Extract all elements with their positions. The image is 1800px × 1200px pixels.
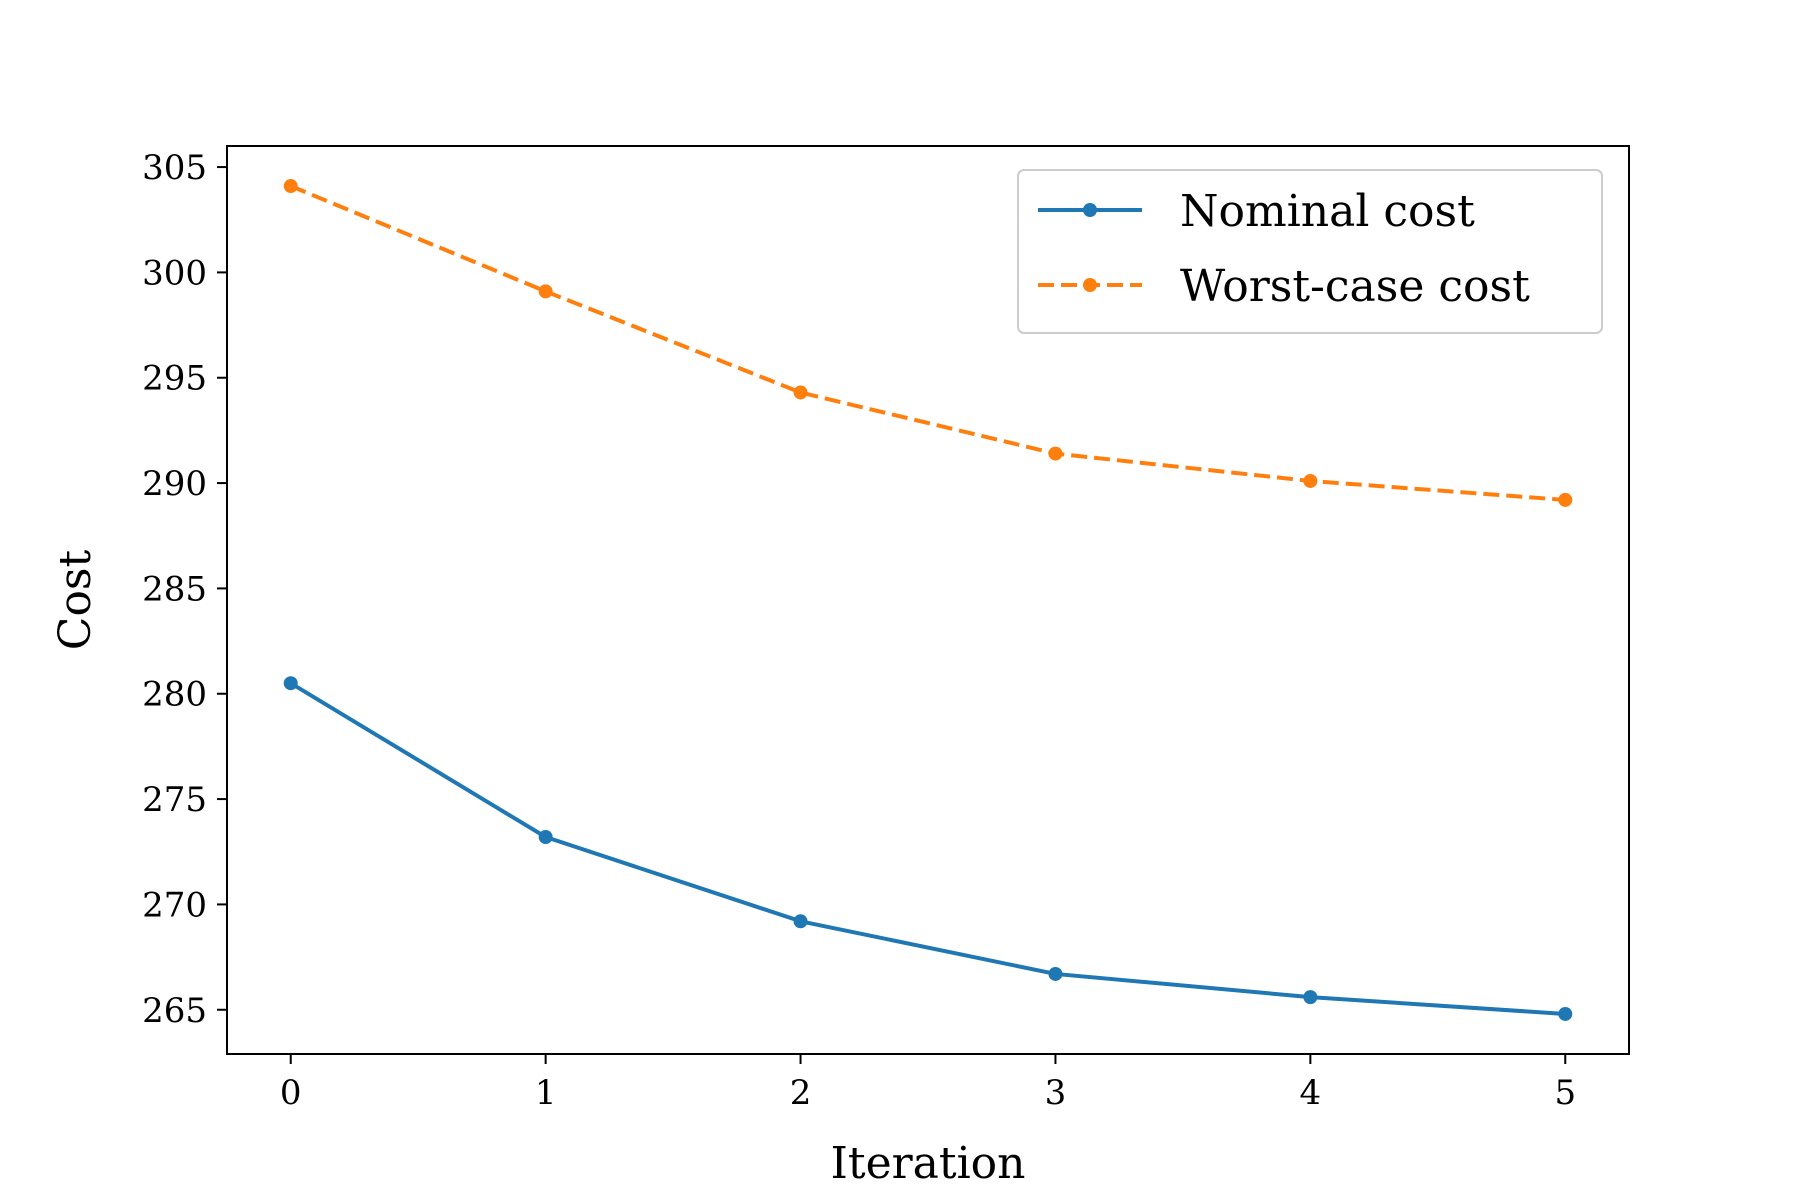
y-tick-label: 280 (142, 675, 207, 715)
data-point-worst-case-cost (1558, 492, 1573, 507)
x-tick-label: 2 (790, 1073, 812, 1113)
data-point-worst-case-cost (538, 284, 553, 299)
x-axis-label: Iteration (831, 1138, 1026, 1189)
y-tick-label: 305 (142, 148, 207, 188)
data-point-nominal-cost (283, 676, 298, 691)
data-point-nominal-cost (1303, 990, 1318, 1005)
x-tick-label: 5 (1554, 1073, 1576, 1113)
legend-label-worst-case-cost: Worst-case cost (1180, 261, 1530, 312)
x-tick-label: 0 (280, 1073, 302, 1113)
y-tick-label: 295 (142, 359, 207, 399)
data-point-worst-case-cost (1303, 473, 1318, 488)
data-point-nominal-cost (793, 914, 808, 929)
x-tick-label: 3 (1045, 1073, 1067, 1113)
series-layer (283, 179, 1573, 1021)
y-tick-label: 290 (142, 464, 207, 504)
y-axis-label: Cost (50, 549, 101, 650)
x-tick-label: 4 (1300, 1073, 1322, 1113)
y-tick-label: 285 (142, 569, 207, 609)
legend-marker-nominal-cost (1083, 203, 1097, 217)
y-tick-label: 270 (142, 885, 207, 925)
data-point-nominal-cost (1558, 1006, 1573, 1021)
y-tick-label: 275 (142, 780, 207, 820)
y-tick-label: 300 (142, 253, 207, 293)
data-point-worst-case-cost (793, 385, 808, 400)
data-point-worst-case-cost (1048, 446, 1063, 461)
plot-area-frame (226, 145, 1630, 1055)
data-point-nominal-cost (538, 830, 553, 845)
series-line-worst-case-cost (289, 184, 1566, 502)
data-point-worst-case-cost (283, 179, 298, 194)
tick-layer: 0 1 2 3 4 5 265 270 275 280 285 290 295 300 305 (142, 148, 1576, 1113)
y-tick-label: 265 (142, 991, 207, 1031)
data-point-nominal-cost (1048, 966, 1063, 981)
legend-marker-worst-case-cost (1083, 278, 1097, 292)
x-tick-label: 1 (535, 1073, 557, 1113)
legend-box (1017, 169, 1603, 334)
legend: Nominal cost Worst-case cost (1017, 169, 1603, 334)
series-line-nominal-cost (289, 681, 1566, 1016)
legend-label-nominal-cost: Nominal cost (1180, 186, 1475, 237)
